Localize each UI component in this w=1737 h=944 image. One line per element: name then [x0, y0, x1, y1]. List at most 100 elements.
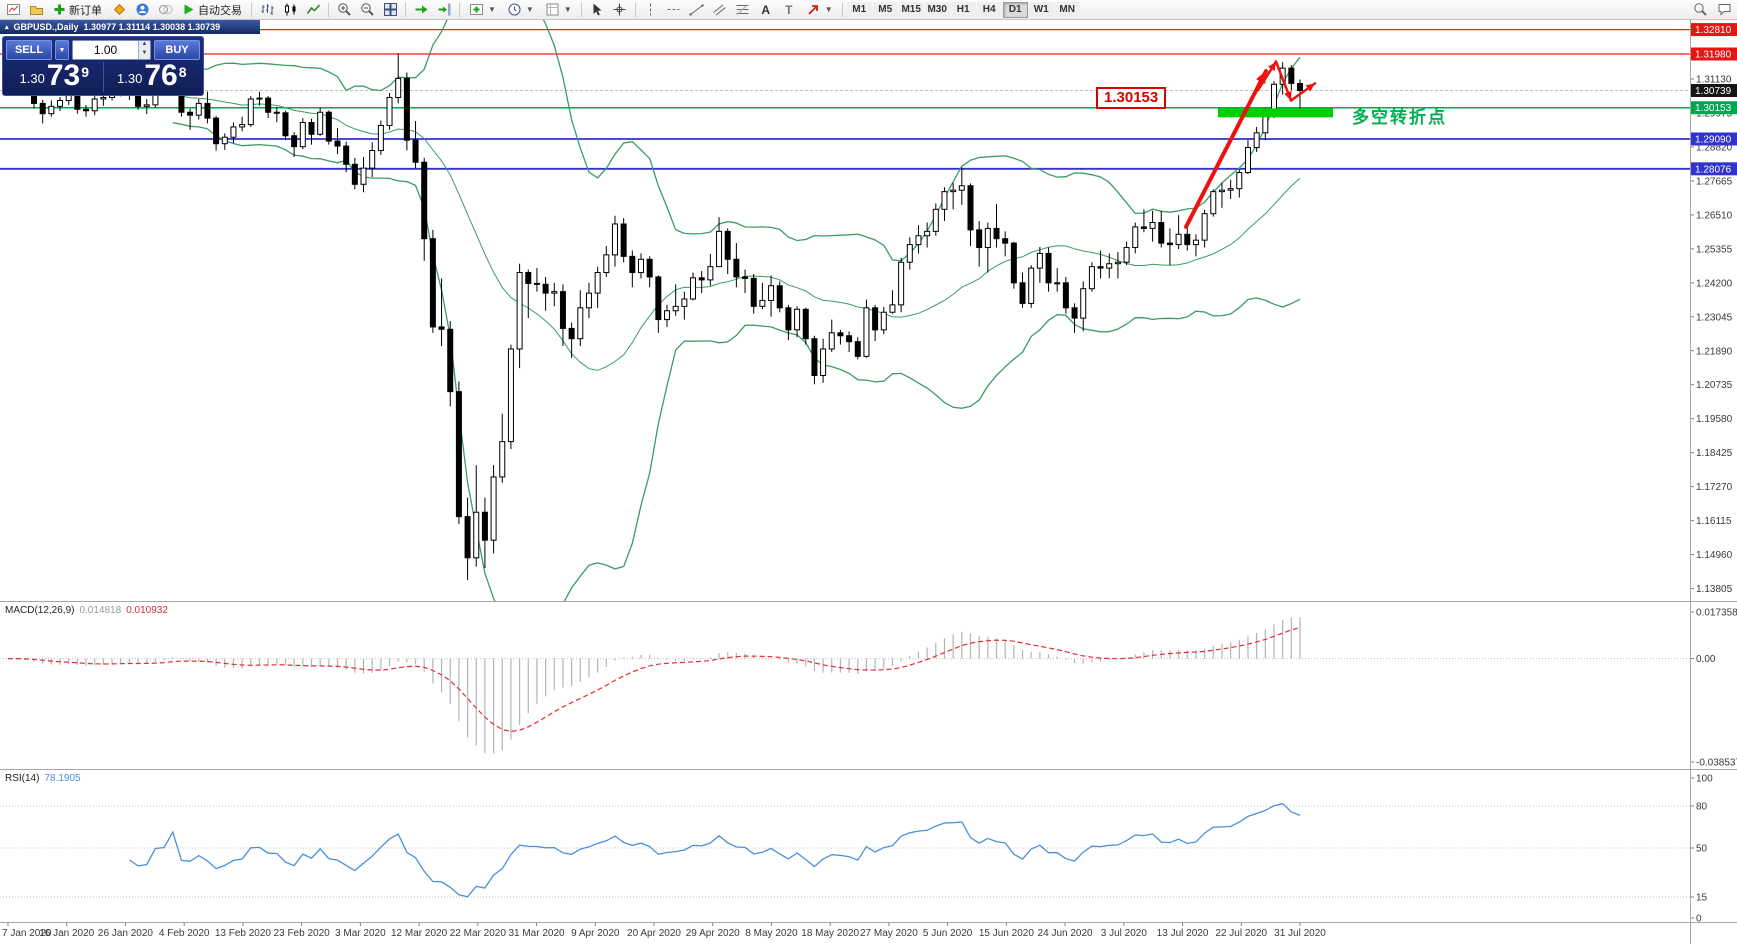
macd-value-signal: 0.010932	[126, 605, 168, 616]
svg-text:20 Apr 2020: 20 Apr 2020	[627, 928, 681, 939]
timeframe-button-mn[interactable]: MN	[1054, 1, 1080, 18]
auto-scroll-icon[interactable]	[410, 1, 432, 19]
viewer-icon[interactable]	[154, 1, 176, 19]
autotrading-label: 自动交易	[198, 4, 242, 17]
svg-text:18 May 2020: 18 May 2020	[801, 928, 859, 939]
order-options-dropdown[interactable]: ▼	[55, 40, 69, 60]
one-click-trading-panel: SELL ▼ ▲ ▼ BUY 1.30 73 9 1.30 76 8	[2, 36, 204, 96]
price-callout[interactable]: 1.30153	[1096, 87, 1167, 109]
bid-prefix: 1.30	[19, 70, 45, 86]
svg-text:1.23045: 1.23045	[1696, 312, 1733, 323]
line-chart-icon[interactable]	[302, 1, 324, 19]
buy-button[interactable]: BUY	[154, 40, 200, 60]
svg-text:26 Jan 2020: 26 Jan 2020	[98, 928, 153, 939]
svg-text:1.31980: 1.31980	[1695, 50, 1732, 61]
timeframe-button-h1[interactable]: H1	[950, 1, 976, 18]
svg-text:-0.038537: -0.038537	[1696, 758, 1737, 769]
svg-text:31 Mar 2020: 31 Mar 2020	[508, 928, 565, 939]
new-chart-icon[interactable]	[2, 1, 24, 19]
chart-ohlc-values: 1.30977 1.31114 1.30038 1.30739	[83, 22, 221, 32]
svg-text:8 May 2020: 8 May 2020	[745, 928, 798, 939]
volume-input[interactable]	[73, 41, 138, 59]
crosshair-icon[interactable]	[609, 1, 631, 19]
volume-field: ▲ ▼	[72, 40, 151, 60]
ask-point: 8	[178, 64, 187, 80]
fibonacci-icon[interactable]	[732, 1, 754, 19]
timeframe-button-h4[interactable]: H4	[976, 1, 1002, 18]
zoom-in-icon[interactable]	[333, 1, 355, 19]
rsi-label: RSI(14)	[5, 773, 40, 784]
toolbar-separator	[405, 2, 406, 17]
profiles-icon[interactable]	[25, 1, 47, 19]
timeframe-button-d1[interactable]: D1	[1002, 1, 1028, 18]
svg-text:1.28820: 1.28820	[1696, 142, 1733, 153]
timeframe-button-m15[interactable]: M15	[898, 1, 924, 18]
svg-text:1.30739: 1.30739	[1695, 86, 1732, 97]
svg-text:1.17270: 1.17270	[1696, 482, 1733, 493]
bar-chart-icon[interactable]	[256, 1, 278, 19]
main-toolbar: 新订单 自动交易 ▼ ▼ ▼ A T ▼	[0, 0, 1737, 20]
vertical-line-icon[interactable]	[640, 1, 662, 19]
timeframe-button-w1[interactable]: W1	[1028, 1, 1054, 18]
chart-symbol-period: GBPUSD.,Daily	[13, 22, 79, 32]
chart-window-title[interactable]: ▴ GBPUSD.,Daily 1.30977 1.31114 1.30038 …	[0, 20, 260, 34]
sell-button[interactable]: SELL	[6, 40, 52, 60]
timeframe-button-m5[interactable]: M5	[872, 1, 898, 18]
svg-text:22 Mar 2020: 22 Mar 2020	[450, 928, 507, 939]
volume-stepper-up[interactable]: ▲	[139, 41, 150, 50]
svg-text:13 Jul 2020: 13 Jul 2020	[1157, 928, 1209, 939]
horizontal-line-icon[interactable]	[663, 1, 685, 19]
market-icon[interactable]	[108, 1, 130, 19]
indicators-button[interactable]: ▼	[464, 1, 501, 19]
rsi-pane-separator[interactable]	[0, 769, 1737, 772]
text-icon[interactable]: A	[761, 2, 771, 17]
svg-text:4 Feb 2020: 4 Feb 2020	[159, 928, 210, 939]
svg-text:5 Jun 2020: 5 Jun 2020	[923, 928, 973, 939]
chart-shift-icon[interactable]	[433, 1, 455, 19]
cursor-icon[interactable]	[586, 1, 608, 19]
new-order-button[interactable]: 新订单	[48, 1, 107, 19]
svg-text:1.21890: 1.21890	[1696, 346, 1733, 357]
new-order-label: 新订单	[69, 4, 102, 17]
svg-text:1.30153: 1.30153	[1695, 103, 1732, 114]
svg-text:3 Mar 2020: 3 Mar 2020	[335, 928, 386, 939]
toolbar-separator	[634, 2, 636, 17]
svg-text:1.14960: 1.14960	[1696, 550, 1733, 561]
toolbar-separator	[459, 2, 460, 17]
chat-icon[interactable]	[1713, 1, 1735, 19]
collapse-icon[interactable]: ▴	[5, 24, 9, 31]
macd-pane-separator[interactable]	[0, 601, 1737, 604]
svg-text:1.16115: 1.16115	[1696, 516, 1732, 527]
svg-text:7 Jan 2020: 7 Jan 2020	[2, 928, 52, 939]
templates-button[interactable]: ▼	[540, 1, 577, 19]
text-label-icon[interactable]: T	[785, 2, 793, 17]
arrows-icon[interactable]: ▼	[801, 1, 838, 19]
ask-pips: 76	[144, 59, 178, 92]
template-icon	[546, 3, 559, 16]
svg-text:15: 15	[1696, 893, 1708, 904]
periods-button[interactable]: ▼	[502, 1, 539, 19]
macd-header: MACD(12,26,9) 0.014818 0.010932	[5, 605, 168, 616]
svg-text:3 Jul 2020: 3 Jul 2020	[1101, 928, 1148, 939]
zoom-out-icon[interactable]	[356, 1, 378, 19]
svg-text:15 Jun 2020: 15 Jun 2020	[979, 928, 1034, 939]
channel-icon[interactable]	[709, 1, 731, 19]
search-icon[interactable]	[1689, 1, 1711, 19]
autotrading-button[interactable]: 自动交易	[177, 1, 247, 19]
svg-text:1.29090: 1.29090	[1695, 135, 1732, 146]
tile-windows-icon[interactable]	[379, 1, 401, 19]
svg-text:31 Jul 2020: 31 Jul 2020	[1274, 928, 1326, 939]
ask-price[interactable]: 1.30 76 8	[104, 59, 201, 92]
svg-text:1.32810: 1.32810	[1695, 25, 1732, 36]
annotation-text[interactable]: 多空转折点	[1352, 108, 1447, 127]
volume-stepper-down[interactable]: ▼	[139, 50, 150, 59]
community-icon[interactable]	[131, 1, 153, 19]
candlestick-chart-icon[interactable]	[279, 1, 301, 19]
timeframe-button-m1[interactable]: M1	[846, 1, 872, 18]
svg-text:0.017358: 0.017358	[1696, 608, 1737, 619]
trendline-icon[interactable]	[686, 1, 708, 19]
bid-price[interactable]: 1.30 73 9	[6, 61, 104, 92]
timeframe-button-m30[interactable]: M30	[924, 1, 950, 18]
